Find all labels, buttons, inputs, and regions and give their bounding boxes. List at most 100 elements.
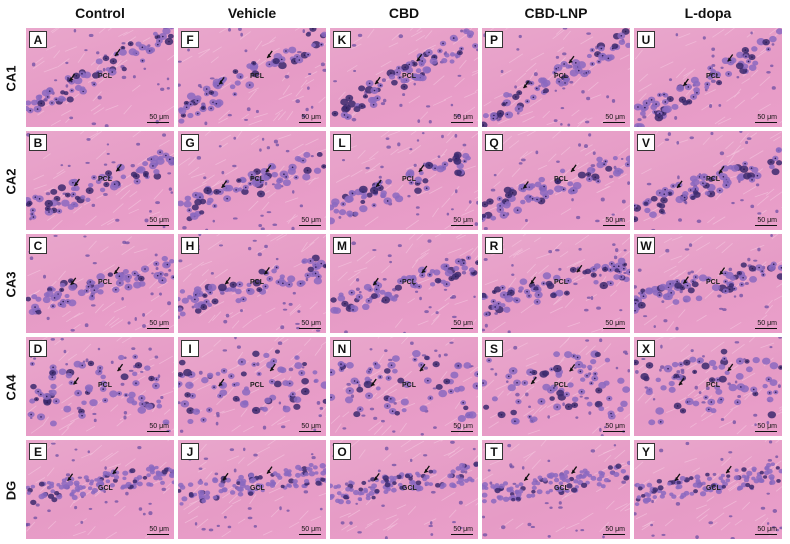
column-header-cbd-lnp: CBD-LNP: [524, 5, 588, 21]
scale-bar-line: [451, 327, 473, 329]
scale-bar: 50 μm: [299, 112, 321, 123]
column-header-cbd: CBD: [388, 5, 420, 21]
scale-bar: 50 μm: [603, 318, 625, 329]
layer-label: PCL: [250, 279, 264, 286]
scale-bar-label: 50 μm: [757, 423, 777, 430]
panel-letter: A: [29, 31, 47, 48]
layer-label: PCL: [554, 382, 568, 389]
scale-bar-line: [755, 121, 777, 123]
scale-bar-line: [755, 430, 777, 432]
scale-bar: 50 μm: [147, 112, 169, 123]
layer-label: PCL: [250, 73, 264, 80]
layer-label: GCL: [98, 485, 113, 492]
panel-letter: F: [181, 31, 199, 48]
column-header-vehicle: Vehicle: [227, 5, 277, 21]
scale-bar-label: 50 μm: [453, 526, 473, 533]
scale-bar-label: 50 μm: [453, 423, 473, 430]
scale-bar-label: 50 μm: [453, 114, 473, 121]
scale-bar-label: 50 μm: [453, 320, 473, 327]
scale-bar: 50 μm: [299, 421, 321, 432]
scale-bar-label: 50 μm: [605, 423, 625, 430]
layer-label: PCL: [98, 382, 112, 389]
panel-letter: S: [485, 340, 503, 357]
panel-letter: U: [637, 31, 655, 48]
scale-bar-line: [755, 533, 777, 535]
scale-bar-line: [299, 430, 321, 432]
scale-bar: 50 μm: [603, 215, 625, 226]
tissue-texture: [26, 234, 174, 332]
row-header-label: CA1: [3, 64, 19, 92]
micrograph-dg-cbd: GCL O 50 μm: [330, 440, 478, 539]
scale-bar-label: 50 μm: [149, 114, 169, 121]
tissue-texture: [482, 234, 630, 333]
scale-bar-line: [603, 533, 625, 535]
scale-bar-label: 50 μm: [301, 423, 321, 430]
scale-bar-label: 50 μm: [453, 217, 473, 224]
micrograph-ca3-cbd: PCL M 50 μm: [330, 234, 478, 333]
panel-letter: Y: [637, 443, 655, 460]
scale-bar: 50 μm: [451, 318, 473, 329]
scale-bar-label: 50 μm: [301, 114, 321, 121]
layer-label: GCL: [402, 485, 417, 492]
panel-letter: J: [181, 443, 199, 460]
scale-bar: 50 μm: [603, 421, 625, 432]
panel-letter: O: [333, 443, 351, 460]
scale-bar-label: 50 μm: [757, 320, 777, 327]
scale-bar-label: 50 μm: [301, 526, 321, 533]
tissue-texture: [330, 440, 478, 539]
panel-letter: N: [333, 340, 351, 357]
layer-label: PCL: [706, 73, 720, 80]
scale-bar-line: [299, 224, 321, 226]
scale-bar-label: 50 μm: [149, 320, 169, 327]
scale-bar-line: [147, 533, 169, 535]
scale-bar-line: [299, 327, 321, 329]
micrograph-ca2-l-dopa: PCL V 50 μm: [634, 131, 782, 230]
scale-bar-line: [755, 224, 777, 226]
tissue-texture: [634, 337, 782, 435]
panel-letter: G: [181, 134, 199, 151]
tissue-texture: [330, 234, 478, 333]
tissue-texture: [482, 28, 630, 127]
scale-bar: 50 μm: [147, 524, 169, 535]
micrograph-ca4-cbd-lnp: PCL S 50 μm: [482, 337, 630, 436]
scale-bar: 50 μm: [603, 524, 625, 535]
scale-bar-label: 50 μm: [605, 320, 625, 327]
micrograph-ca4-cbd: PCL N 50 μm: [330, 337, 478, 436]
scale-bar-label: 50 μm: [757, 526, 777, 533]
scale-bar-line: [755, 327, 777, 329]
layer-label: PCL: [98, 176, 112, 183]
column-header-l-dopa: L-dopa: [684, 5, 732, 21]
scale-bar: 50 μm: [451, 112, 473, 123]
scale-bar-label: 50 μm: [301, 320, 321, 327]
scale-bar-line: [603, 327, 625, 329]
panel-letter: R: [485, 237, 503, 254]
layer-label: PCL: [554, 73, 568, 80]
micrograph-ca2-vehicle: PCL G 50 μm: [178, 131, 326, 230]
layer-label: PCL: [402, 382, 416, 389]
tissue-texture: [26, 28, 174, 127]
scale-bar: 50 μm: [755, 421, 777, 432]
scale-bar-line: [147, 224, 169, 226]
tissue-texture: [27, 337, 174, 436]
scale-bar-label: 50 μm: [757, 217, 777, 224]
scale-bar-label: 50 μm: [149, 423, 169, 430]
micrograph-ca1-l-dopa: PCL U 50 μm: [634, 28, 782, 127]
micrograph-dg-cbd-lnp: GCL T 50 μm: [482, 440, 630, 539]
panel-letter: K: [333, 31, 351, 48]
micrograph-ca4-vehicle: PCL I 50 μm: [178, 337, 326, 436]
panel-letter: D: [29, 340, 47, 357]
tissue-texture: [178, 234, 326, 332]
layer-label: PCL: [402, 279, 416, 286]
layer-label: PCL: [706, 382, 720, 389]
tissue-texture: [178, 28, 326, 126]
panel-letter: W: [637, 237, 655, 254]
micrograph-ca2-control: PCL B 50 μm: [26, 131, 174, 230]
layer-label: GCL: [706, 485, 721, 492]
scale-bar-line: [299, 533, 321, 535]
row-header-ca2: CA2: [0, 131, 22, 231]
tissue-texture: [482, 337, 630, 436]
panel-letter: T: [485, 443, 503, 460]
layer-label: PCL: [402, 176, 416, 183]
micrograph-dg-vehicle: GCL J 50 μm: [178, 440, 326, 539]
